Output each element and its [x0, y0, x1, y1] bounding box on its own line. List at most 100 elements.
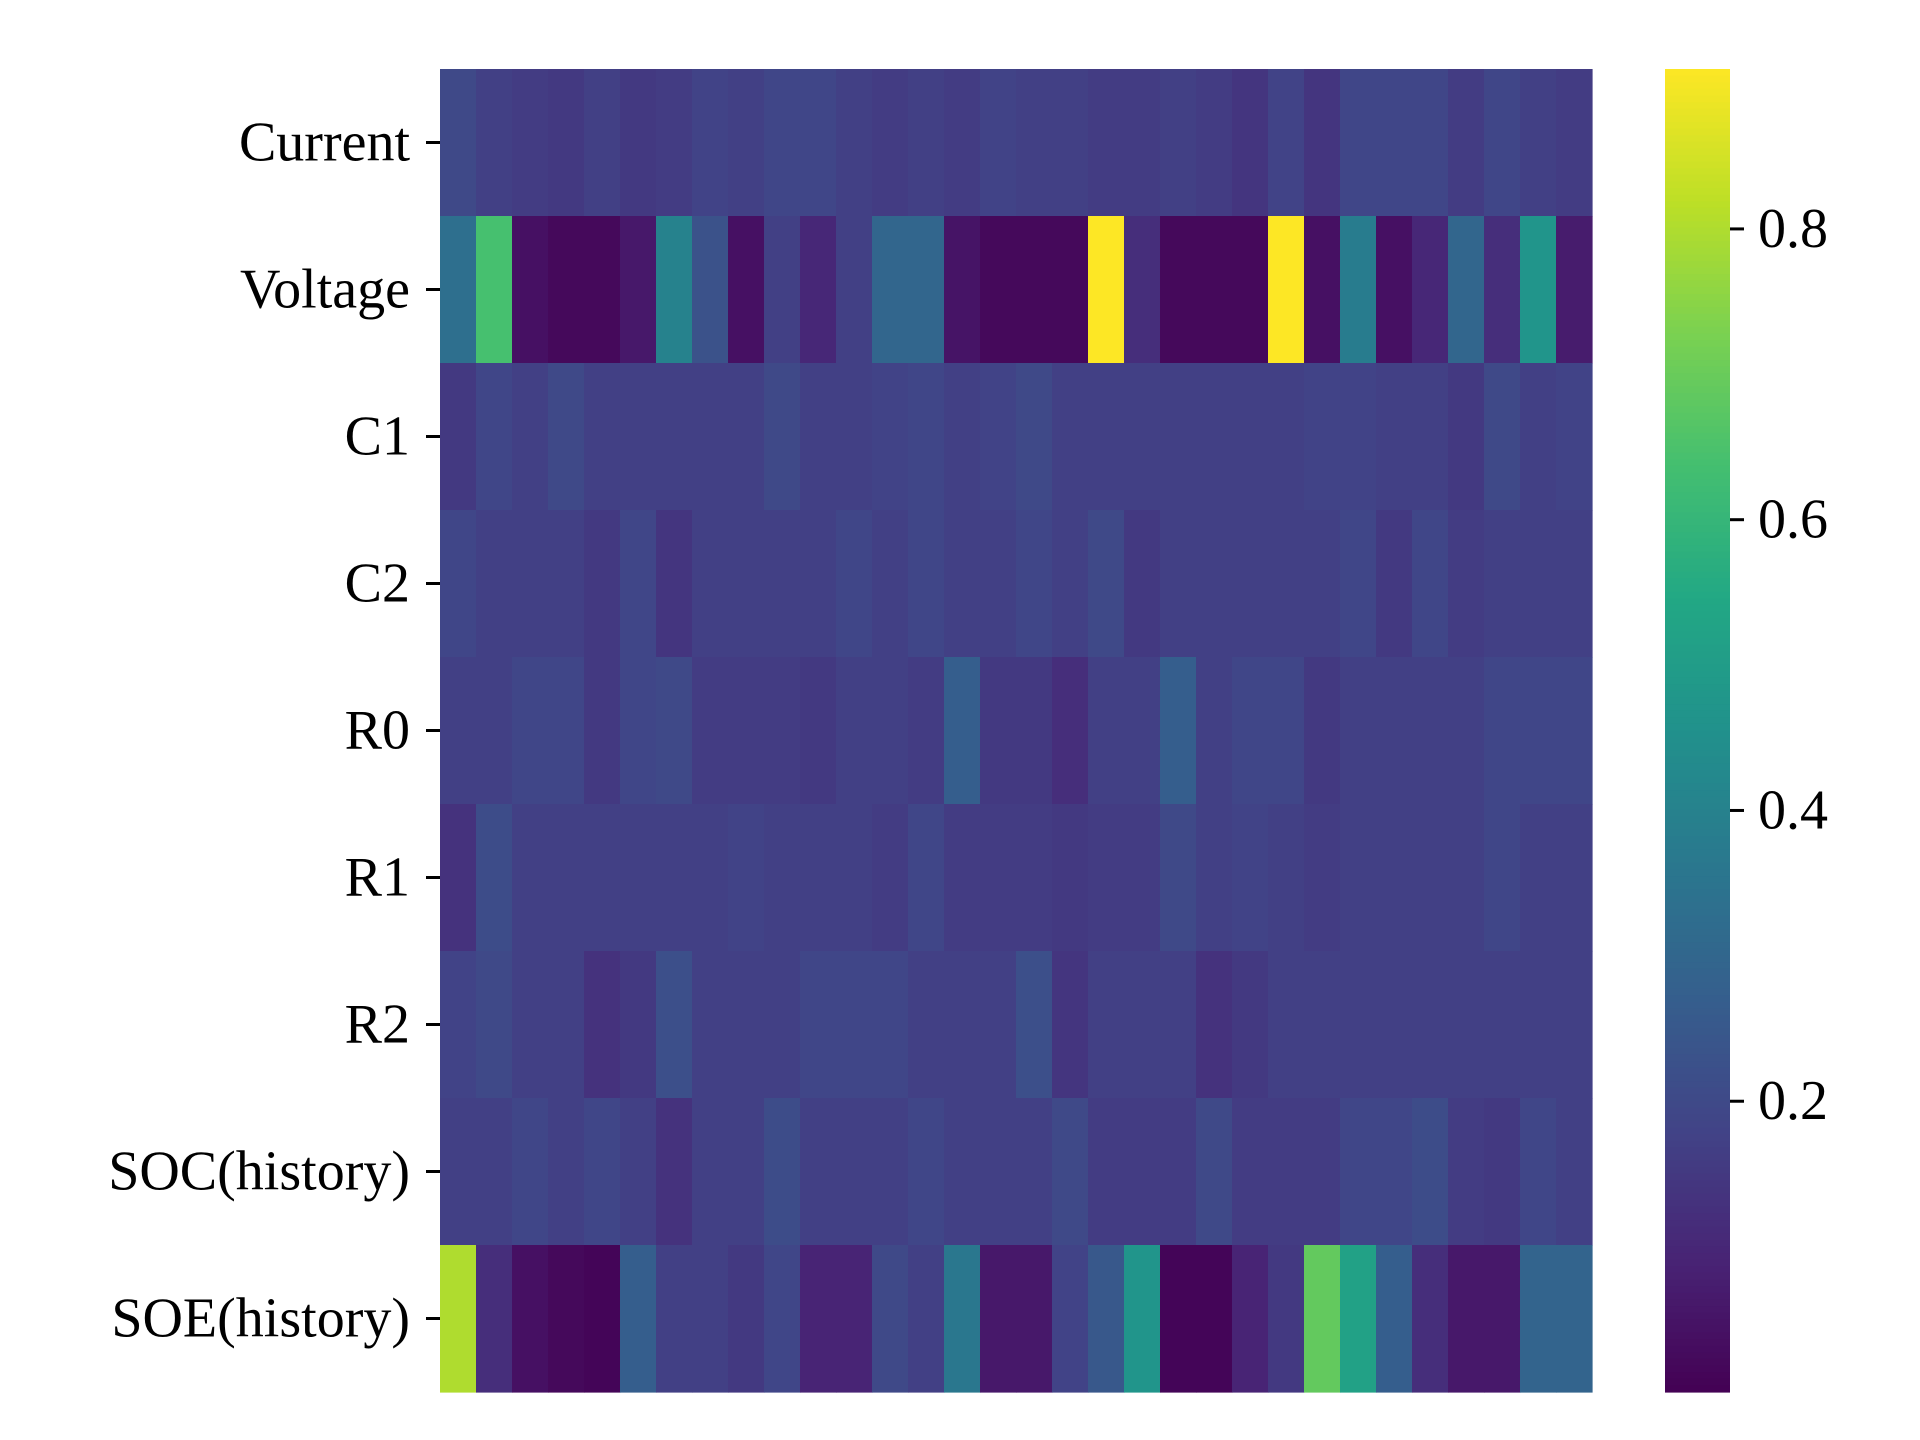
heatmap-cell — [1232, 1245, 1269, 1393]
colorbar-segment — [1665, 710, 1730, 718]
heatmap-cell — [656, 510, 693, 658]
colorbar-segment — [1665, 1306, 1730, 1314]
heatmap-cell — [836, 69, 873, 217]
heatmap-cell — [1052, 216, 1089, 364]
heatmap-cell — [1304, 69, 1341, 217]
heatmap-cell — [620, 951, 657, 1099]
colorbar-segment — [1665, 69, 1730, 77]
colorbar-segment — [1665, 532, 1730, 540]
heatmap-cell — [1052, 1098, 1089, 1246]
colorbar-segment — [1665, 1081, 1730, 1089]
colorbar-segment — [1665, 399, 1730, 407]
colorbar-segment — [1665, 1193, 1730, 1201]
colorbar-segment — [1665, 677, 1730, 685]
heatmap-cell — [548, 804, 585, 952]
colorbar-segment — [1665, 95, 1730, 103]
colorbar-segment — [1665, 763, 1730, 771]
colorbar-segment — [1665, 730, 1730, 738]
heatmap-cell — [728, 951, 765, 1099]
heatmap-cell — [1196, 69, 1233, 217]
colorbar-segment — [1665, 1279, 1730, 1287]
heatmap-cell — [836, 657, 873, 805]
heatmap-cell — [1556, 1098, 1593, 1246]
heatmap-cell — [440, 804, 477, 952]
heatmap-cell — [1376, 216, 1413, 364]
heatmap-cell — [1520, 1098, 1557, 1246]
colorbar-segment — [1665, 876, 1730, 884]
heatmap-cell — [1520, 69, 1557, 217]
colorbar-segment — [1665, 393, 1730, 401]
colorbar-segment — [1665, 498, 1730, 507]
colorbar-segment — [1665, 776, 1730, 785]
heatmap-cell — [908, 1245, 945, 1393]
colorbar-segment — [1665, 1319, 1730, 1327]
colorbar-segment — [1665, 737, 1730, 745]
heatmap-cell — [1232, 951, 1269, 1099]
colorbar-segment — [1665, 598, 1730, 606]
colorbar-segment — [1665, 657, 1730, 665]
heatmap-cell — [1088, 216, 1125, 364]
colorbar-segment — [1665, 287, 1730, 295]
colorbar-segment — [1665, 1345, 1730, 1353]
colorbar-segment — [1665, 194, 1730, 202]
colorbar-segment — [1665, 558, 1730, 566]
heatmap-cell — [1232, 1098, 1269, 1246]
heatmap-cell — [620, 510, 657, 658]
heatmap-cell — [656, 1098, 693, 1246]
colorbar-segment — [1665, 240, 1730, 249]
colorbar-segment — [1665, 518, 1730, 527]
colorbar-segment — [1665, 280, 1730, 288]
heatmap-cell — [1304, 951, 1341, 1099]
heatmap-cell — [1556, 951, 1593, 1099]
heatmap-cell — [1340, 1245, 1377, 1393]
heatmap-cell — [1052, 510, 1089, 658]
colorbar-segment — [1665, 717, 1730, 725]
colorbar-segment — [1665, 829, 1730, 837]
heatmap-cell — [584, 216, 621, 364]
colorbar-segment — [1665, 1067, 1730, 1076]
colorbar-segment — [1665, 1299, 1730, 1307]
colorbar-segment — [1665, 968, 1730, 976]
colorbar-segment — [1665, 796, 1730, 804]
heatmap-cell — [1304, 363, 1341, 511]
heatmap-cell — [980, 510, 1017, 658]
heatmap-cell — [1052, 951, 1089, 1099]
colorbar-segment — [1665, 1147, 1730, 1155]
colorbar-segment — [1665, 82, 1730, 90]
heatmap-cell — [692, 657, 729, 805]
colorbar-segment — [1665, 1253, 1730, 1261]
heatmap-cell — [1160, 804, 1197, 952]
heatmap-cell — [1340, 657, 1377, 805]
colorbar-segment — [1665, 188, 1730, 196]
heatmap-cell — [1016, 1245, 1053, 1393]
colorbar-segment — [1665, 783, 1730, 791]
heatmap-cell — [1556, 804, 1593, 952]
heatmap-cell — [1340, 951, 1377, 1099]
colorbar-segment — [1665, 995, 1730, 1003]
heatmap-cell — [440, 657, 477, 805]
colorbar-segment — [1665, 1061, 1730, 1069]
colorbar-segment — [1665, 135, 1730, 143]
heatmap-cell — [1304, 1098, 1341, 1246]
colorbar-segment — [1665, 637, 1730, 646]
colorbar-segment — [1665, 313, 1730, 321]
heatmap-cell — [1448, 657, 1485, 805]
heatmap-cell — [764, 657, 801, 805]
heatmap-cell — [1304, 657, 1341, 805]
heatmap-cell — [476, 1245, 513, 1393]
colorbar-segment — [1665, 1173, 1730, 1181]
colorbar-segment — [1665, 909, 1730, 917]
heatmap-cell — [800, 804, 837, 952]
heatmap-cell — [692, 1245, 729, 1393]
heatmap-cell — [1484, 1098, 1521, 1246]
y-tick-label: R1 — [345, 847, 410, 909]
heatmap-cell — [1304, 510, 1341, 658]
heatmap-cell — [1016, 69, 1053, 217]
heatmap-cell — [440, 1245, 477, 1393]
heatmap-cell — [620, 1098, 657, 1246]
heatmap-cell — [1196, 804, 1233, 952]
colorbar-segment — [1665, 333, 1730, 341]
heatmap-cell — [944, 363, 981, 511]
heatmap-cell — [620, 657, 657, 805]
colorbar-segment — [1665, 148, 1730, 156]
